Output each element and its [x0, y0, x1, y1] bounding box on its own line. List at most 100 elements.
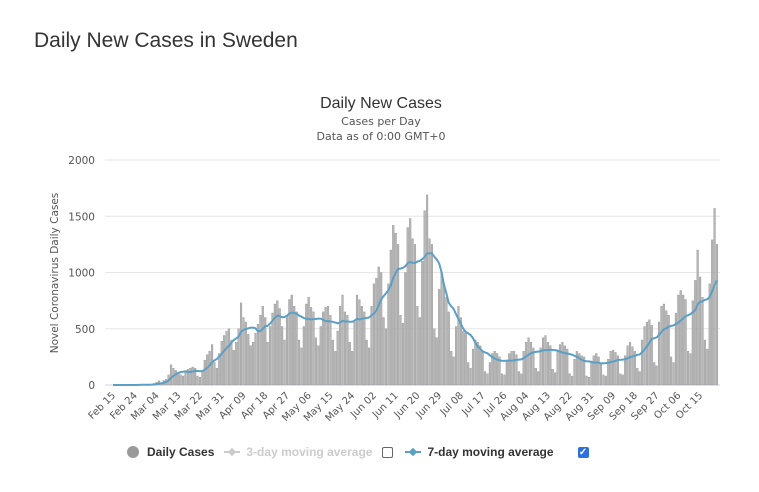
- daily-cases-bar[interactable]: [281, 326, 284, 386]
- daily-cases-bar[interactable]: [650, 325, 653, 386]
- daily-cases-bar[interactable]: [534, 367, 537, 386]
- daily-cases-bar[interactable]: [285, 316, 289, 386]
- daily-cases-bar[interactable]: [264, 317, 267, 386]
- daily-cases-bar[interactable]: [409, 218, 412, 386]
- daily-cases-bar[interactable]: [416, 306, 419, 386]
- daily-cases-bar[interactable]: [653, 362, 656, 386]
- daily-cases-bar[interactable]: [699, 276, 702, 386]
- daily-cases-bar[interactable]: [467, 362, 470, 386]
- daily-cases-bar[interactable]: [438, 289, 441, 386]
- daily-cases-bar[interactable]: [363, 311, 366, 386]
- daily-cases-bar[interactable]: [471, 348, 475, 386]
- daily-cases-bar[interactable]: [259, 315, 262, 386]
- daily-cases-bar[interactable]: [365, 339, 368, 386]
- daily-cases-bar[interactable]: [607, 358, 610, 386]
- daily-cases-bar[interactable]: [399, 315, 402, 386]
- daily-cases-bar[interactable]: [558, 344, 562, 386]
- daily-cases-bar[interactable]: [602, 374, 605, 386]
- legend-7day-average[interactable]: 7-day moving average: [405, 445, 554, 459]
- daily-cases-bar[interactable]: [218, 353, 221, 386]
- daily-cases-bar[interactable]: [372, 283, 375, 386]
- daily-cases-bar[interactable]: [348, 342, 351, 386]
- daily-cases-bar[interactable]: [418, 317, 421, 386]
- daily-cases-bar[interactable]: [355, 294, 359, 386]
- daily-cases-bar[interactable]: [609, 351, 612, 386]
- daily-cases-bar[interactable]: [174, 370, 177, 386]
- daily-cases-bar[interactable]: [566, 348, 569, 386]
- daily-cases-bar[interactable]: [505, 360, 508, 386]
- daily-cases-bar[interactable]: [455, 326, 458, 386]
- daily-cases-bar[interactable]: [182, 375, 185, 386]
- daily-cases-bar[interactable]: [696, 249, 699, 386]
- daily-cases-bar[interactable]: [537, 371, 540, 386]
- daily-cases-bar[interactable]: [413, 244, 417, 386]
- daily-cases-bar[interactable]: [645, 321, 648, 386]
- daily-cases-bar[interactable]: [223, 335, 226, 386]
- daily-cases-bar[interactable]: [684, 299, 687, 386]
- daily-cases-bar[interactable]: [682, 294, 685, 386]
- daily-cases-bar[interactable]: [421, 261, 424, 386]
- daily-cases-bar[interactable]: [343, 311, 346, 386]
- daily-cases-bar[interactable]: [474, 339, 477, 386]
- daily-cases-bar[interactable]: [254, 333, 257, 386]
- daily-cases-bar[interactable]: [377, 266, 380, 386]
- daily-cases-bar[interactable]: [522, 351, 525, 386]
- daily-cases-bar[interactable]: [481, 351, 484, 386]
- daily-cases-bar[interactable]: [404, 272, 407, 386]
- daily-cases-bar[interactable]: [189, 367, 192, 386]
- daily-cases-bar[interactable]: [486, 373, 489, 386]
- daily-cases-bar[interactable]: [677, 294, 680, 386]
- daily-cases-bar[interactable]: [244, 321, 247, 386]
- daily-cases-bar[interactable]: [331, 339, 334, 386]
- daily-cases-bar[interactable]: [215, 367, 218, 386]
- daily-cases-bar[interactable]: [220, 340, 223, 386]
- daily-cases-bar[interactable]: [626, 345, 629, 386]
- legend-3day-average[interactable]: 3-day moving average: [224, 445, 372, 459]
- daily-cases-bar[interactable]: [575, 351, 578, 386]
- daily-cases-bar[interactable]: [384, 328, 388, 386]
- daily-cases-bar[interactable]: [261, 306, 264, 386]
- daily-cases-bar[interactable]: [452, 356, 455, 386]
- daily-cases-bar[interactable]: [457, 306, 460, 386]
- daily-cases-bar[interactable]: [305, 303, 308, 386]
- daily-cases-bar[interactable]: [715, 244, 719, 386]
- daily-cases-bar[interactable]: [648, 319, 651, 386]
- daily-cases-bar[interactable]: [346, 315, 349, 386]
- daily-cases-bar[interactable]: [397, 244, 400, 386]
- daily-cases-bar[interactable]: [464, 333, 467, 386]
- daily-cases-bar[interactable]: [324, 307, 327, 386]
- daily-cases-bar[interactable]: [394, 232, 397, 386]
- daily-cases-bar[interactable]: [583, 356, 586, 386]
- daily-cases-bar[interactable]: [389, 249, 392, 386]
- daily-cases-bar[interactable]: [660, 306, 663, 386]
- daily-cases-bar[interactable]: [633, 351, 636, 386]
- daily-cases-bar[interactable]: [288, 299, 291, 386]
- daily-cases-bar[interactable]: [329, 315, 332, 386]
- daily-cases-bar[interactable]: [186, 369, 189, 386]
- daily-cases-bar[interactable]: [406, 227, 409, 386]
- daily-cases-bar[interactable]: [667, 315, 670, 386]
- daily-cases-bar[interactable]: [201, 371, 204, 386]
- daily-cases-bar[interactable]: [541, 337, 545, 386]
- daily-cases-bar[interactable]: [445, 297, 448, 386]
- daily-cases-bar[interactable]: [230, 339, 233, 386]
- daily-cases-bar[interactable]: [546, 342, 549, 386]
- 3day-average-checkbox[interactable]: [382, 446, 394, 458]
- daily-cases-bar[interactable]: [484, 371, 487, 386]
- daily-cases-bar[interactable]: [691, 300, 694, 386]
- daily-cases-bar[interactable]: [278, 308, 281, 386]
- daily-cases-bar[interactable]: [341, 294, 344, 386]
- daily-cases-bar[interactable]: [336, 330, 339, 386]
- daily-cases-bar[interactable]: [580, 355, 583, 386]
- daily-cases-bar[interactable]: [208, 351, 211, 386]
- daily-cases-bar[interactable]: [544, 335, 547, 386]
- daily-cases-bar[interactable]: [300, 347, 303, 386]
- daily-cases-bar[interactable]: [561, 342, 564, 386]
- daily-cases-bar[interactable]: [401, 322, 404, 386]
- daily-cases-bar[interactable]: [479, 345, 482, 386]
- daily-cases-bar[interactable]: [462, 330, 465, 386]
- 7day-average-checkbox[interactable]: ✓: [577, 446, 589, 458]
- daily-cases-bar[interactable]: [592, 355, 595, 386]
- daily-cases-bar[interactable]: [339, 306, 342, 386]
- daily-cases-bar[interactable]: [520, 373, 523, 386]
